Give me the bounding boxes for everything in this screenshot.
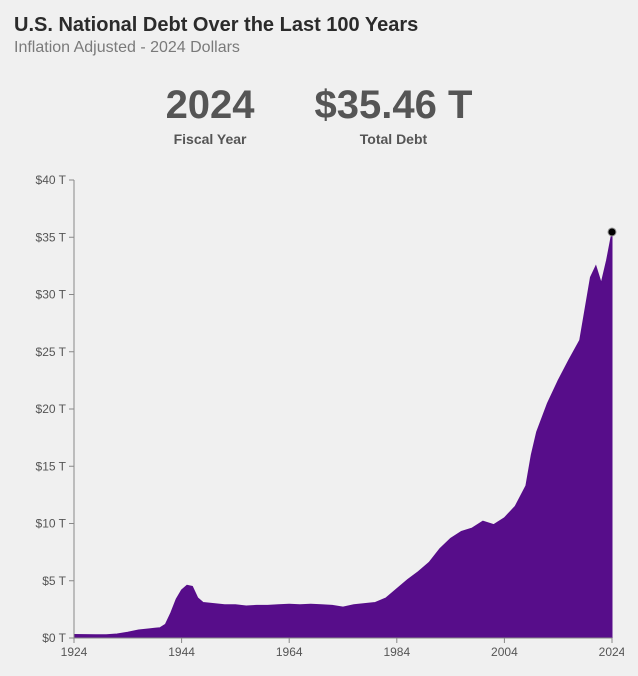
svg-text:$10 T: $10 T <box>36 517 67 531</box>
svg-text:$5 T: $5 T <box>42 574 66 588</box>
stats-row: 2024 Fiscal Year $35.46 T Total Debt <box>14 85 624 147</box>
svg-text:$20 T: $20 T <box>36 402 67 416</box>
chart-subtitle: Inflation Adjusted - 2024 Dollars <box>14 39 624 57</box>
svg-text:$35 T: $35 T <box>36 230 67 244</box>
svg-text:$25 T: $25 T <box>36 345 67 359</box>
svg-text:$15 T: $15 T <box>36 459 67 473</box>
svg-text:$30 T: $30 T <box>36 288 67 302</box>
chart-title: U.S. National Debt Over the Last 100 Yea… <box>14 14 624 37</box>
svg-text:$0 T: $0 T <box>42 631 66 645</box>
svg-text:1924: 1924 <box>61 645 88 659</box>
svg-text:2024: 2024 <box>599 645 624 659</box>
svg-text:1964: 1964 <box>276 645 303 659</box>
stat-debt-label: Total Debt <box>315 131 473 147</box>
stat-debt-value: $35.46 T <box>315 85 473 125</box>
svg-text:1944: 1944 <box>168 645 195 659</box>
debt-area-chart: $0 T $5 T $10 T $15 T $20 T $25 T $30 T $35 T $4… <box>14 170 624 666</box>
stat-year-label: Fiscal Year <box>166 131 255 147</box>
stat-debt: $35.46 T Total Debt <box>315 85 473 147</box>
stat-year: 2024 Fiscal Year <box>166 85 255 147</box>
svg-text:2004: 2004 <box>491 645 518 659</box>
stat-year-value: 2024 <box>166 85 255 125</box>
svg-text:1984: 1984 <box>383 645 410 659</box>
svg-text:$40 T: $40 T <box>36 173 67 187</box>
